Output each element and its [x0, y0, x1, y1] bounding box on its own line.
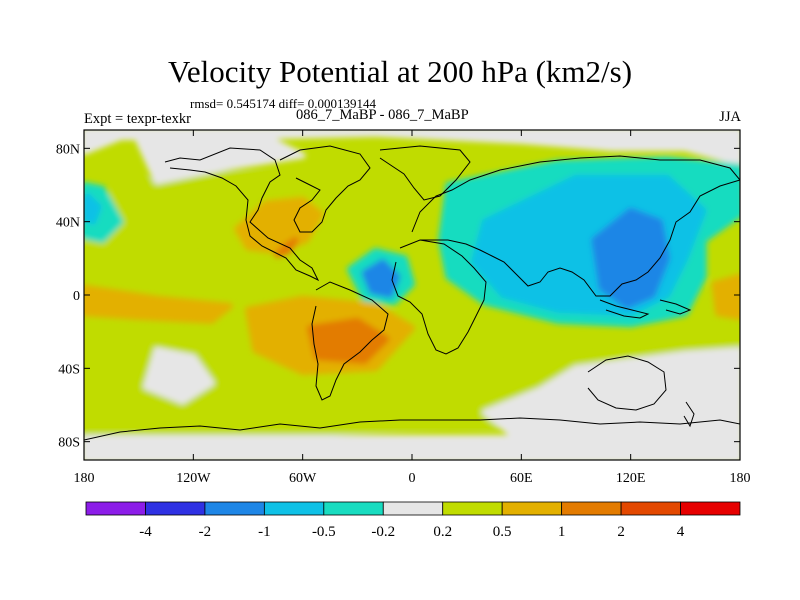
colorbar-box-7	[501, 501, 563, 516]
colorbar-box-0	[85, 501, 146, 516]
season-label: JJA	[719, 109, 741, 125]
colorbar-label: -2	[199, 524, 212, 540]
coastline	[84, 145, 740, 441]
rmsd-diff-label: rmsd= 0.545174 diff= 0.000139144	[190, 96, 376, 111]
y-tick-label: 80S	[58, 436, 80, 451]
field-region-0	[84, 130, 740, 166]
x-tick-label: 120E	[616, 471, 646, 486]
x-tick-label: 60E	[510, 471, 533, 486]
field-region-15	[143, 347, 215, 405]
x-tick-label: 60W	[289, 471, 317, 486]
colorbar-box-2	[204, 501, 265, 516]
colorbar-label: 0.5	[493, 524, 512, 540]
x-tick-label: 0	[409, 471, 416, 486]
field-region-18	[135, 134, 306, 185]
x-tick-label: 180	[74, 471, 95, 486]
y-tick-label: 40N	[56, 216, 80, 231]
colorbar-label: 1	[558, 524, 566, 540]
y-tick-label: 0	[73, 289, 80, 304]
field-region-19	[84, 435, 740, 460]
colorbar-box-5	[382, 501, 444, 516]
experiment-label: Expt = texpr-texkr	[84, 111, 191, 127]
colorbar-box-8	[561, 501, 622, 516]
colorbar-label: 4	[677, 524, 685, 540]
y-tick-label: 80N	[56, 142, 80, 157]
case-label: 086_7_MaBP - 086_7_MaBP	[296, 107, 469, 123]
colorbar-box-9	[620, 501, 681, 516]
chart-title: Velocity Potential at 200 hPa (km2/s)	[167, 54, 633, 89]
colorbar-label: -0.2	[371, 524, 395, 540]
colorbar-label: 0.2	[433, 524, 452, 540]
field-region-17	[711, 273, 740, 320]
x-tick-label: 120W	[176, 471, 211, 486]
colorbar-box-1	[145, 501, 206, 516]
colorbar-label: 2	[617, 524, 625, 540]
colorbar-label: -0.5	[312, 524, 336, 540]
colorbar-box-4	[323, 501, 384, 516]
colorbar-box-10	[680, 501, 741, 516]
colorbar-label: -4	[139, 524, 152, 540]
x-tick-label: 180	[730, 471, 751, 486]
colorbar-label: -1	[258, 524, 271, 540]
field-region-8	[591, 207, 671, 309]
field-region-13	[84, 284, 233, 324]
field-region-3	[84, 193, 102, 225]
colorbar-box-3	[263, 501, 325, 516]
y-tick-label: 40S	[58, 362, 80, 377]
colorbar-box-6	[442, 501, 503, 516]
field-region-5	[274, 237, 299, 258]
